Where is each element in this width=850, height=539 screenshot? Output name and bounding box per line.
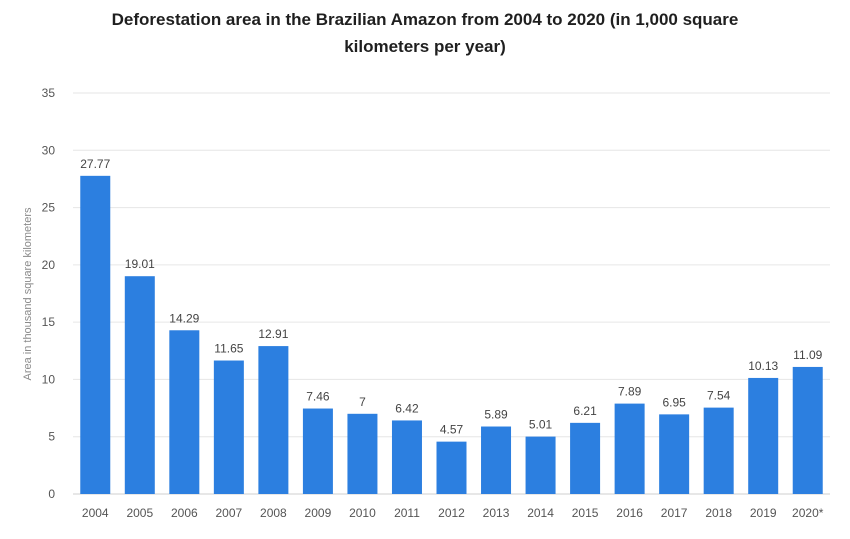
value-label: 14.29 bbox=[169, 311, 199, 325]
x-tick-label: 2018 bbox=[705, 506, 732, 520]
x-axis-ticks: 2004 2005 2006 2007 2008 2009 2010 2011 2012 2013… bbox=[82, 506, 824, 520]
x-tick-label: 2017 bbox=[661, 506, 688, 520]
bar-2009 bbox=[302, 408, 333, 494]
bars bbox=[80, 175, 823, 494]
value-label: 6.21 bbox=[573, 404, 597, 418]
y-tick-label: 5 bbox=[48, 430, 55, 444]
x-tick-label: 2009 bbox=[305, 506, 332, 520]
x-tick-label: 2019 bbox=[750, 506, 777, 520]
bar-2016 bbox=[614, 403, 645, 494]
bar-2019 bbox=[748, 377, 779, 494]
value-label: 27.77 bbox=[80, 157, 110, 171]
x-tick-label: 2011 bbox=[394, 506, 420, 520]
bar-2012 bbox=[436, 441, 467, 494]
value-label: 11.09 bbox=[793, 348, 822, 362]
value-label: 5.01 bbox=[529, 418, 553, 432]
chart-title-line-1: Deforestation area in the Brazilian Amaz… bbox=[111, 10, 739, 29]
x-tick-label: 2007 bbox=[216, 506, 243, 520]
chart-title-line-2: kilometers per year) bbox=[344, 37, 506, 56]
x-tick-label: 2006 bbox=[171, 506, 198, 520]
bar-2015 bbox=[570, 422, 601, 494]
value-label: 7 bbox=[359, 395, 366, 409]
x-tick-label: 2012 bbox=[438, 506, 465, 520]
x-tick-label: 2013 bbox=[483, 506, 510, 520]
y-axis-ticks: 0 5 10 15 20 25 30 35 bbox=[42, 86, 56, 501]
y-tick-label: 30 bbox=[42, 143, 56, 157]
value-label: 7.54 bbox=[707, 389, 731, 403]
value-label: 12.91 bbox=[258, 327, 288, 341]
x-tick-label: 2016 bbox=[616, 506, 643, 520]
y-tick-label: 10 bbox=[42, 372, 56, 386]
value-label: 10.13 bbox=[748, 359, 778, 373]
bar-2011 bbox=[391, 420, 422, 494]
y-tick-label: 20 bbox=[42, 258, 56, 272]
bar-2020 bbox=[792, 366, 823, 494]
bar-2013 bbox=[481, 426, 512, 494]
bar-2017 bbox=[659, 414, 690, 494]
x-tick-label: 2004 bbox=[82, 506, 109, 520]
y-tick-label: 0 bbox=[48, 487, 55, 501]
x-tick-label: 2014 bbox=[527, 506, 554, 520]
bar-2014 bbox=[525, 436, 556, 494]
bar-2008 bbox=[258, 346, 289, 494]
y-tick-label: 35 bbox=[42, 86, 56, 100]
y-tick-label: 25 bbox=[42, 201, 56, 215]
bar-2006 bbox=[169, 330, 200, 494]
x-tick-label: 2005 bbox=[126, 506, 153, 520]
x-tick-label: 2015 bbox=[572, 506, 599, 520]
chart-title: Deforestation area in the Brazilian Amaz… bbox=[0, 6, 850, 60]
bar-2007 bbox=[213, 360, 244, 494]
value-labels: 27.77 19.01 14.29 11.65 12.91 7.46 7 6.42 4.57 5.… bbox=[80, 157, 822, 437]
value-label: 19.01 bbox=[125, 257, 155, 271]
value-label: 7.89 bbox=[618, 385, 642, 399]
bar-2004 bbox=[80, 175, 111, 494]
bar-2018 bbox=[703, 407, 734, 494]
value-label: 7.46 bbox=[306, 390, 330, 404]
value-label: 11.65 bbox=[214, 342, 243, 356]
value-label: 4.57 bbox=[440, 423, 464, 437]
bar-2005 bbox=[124, 276, 155, 494]
x-tick-label: 2008 bbox=[260, 506, 287, 520]
value-label: 6.95 bbox=[662, 395, 686, 409]
value-label: 5.89 bbox=[484, 408, 508, 422]
bar-2010 bbox=[347, 413, 378, 494]
x-tick-label: 2020* bbox=[792, 506, 824, 520]
x-tick-label: 2010 bbox=[349, 506, 376, 520]
value-label: 6.42 bbox=[395, 401, 419, 415]
y-tick-label: 15 bbox=[42, 315, 56, 329]
